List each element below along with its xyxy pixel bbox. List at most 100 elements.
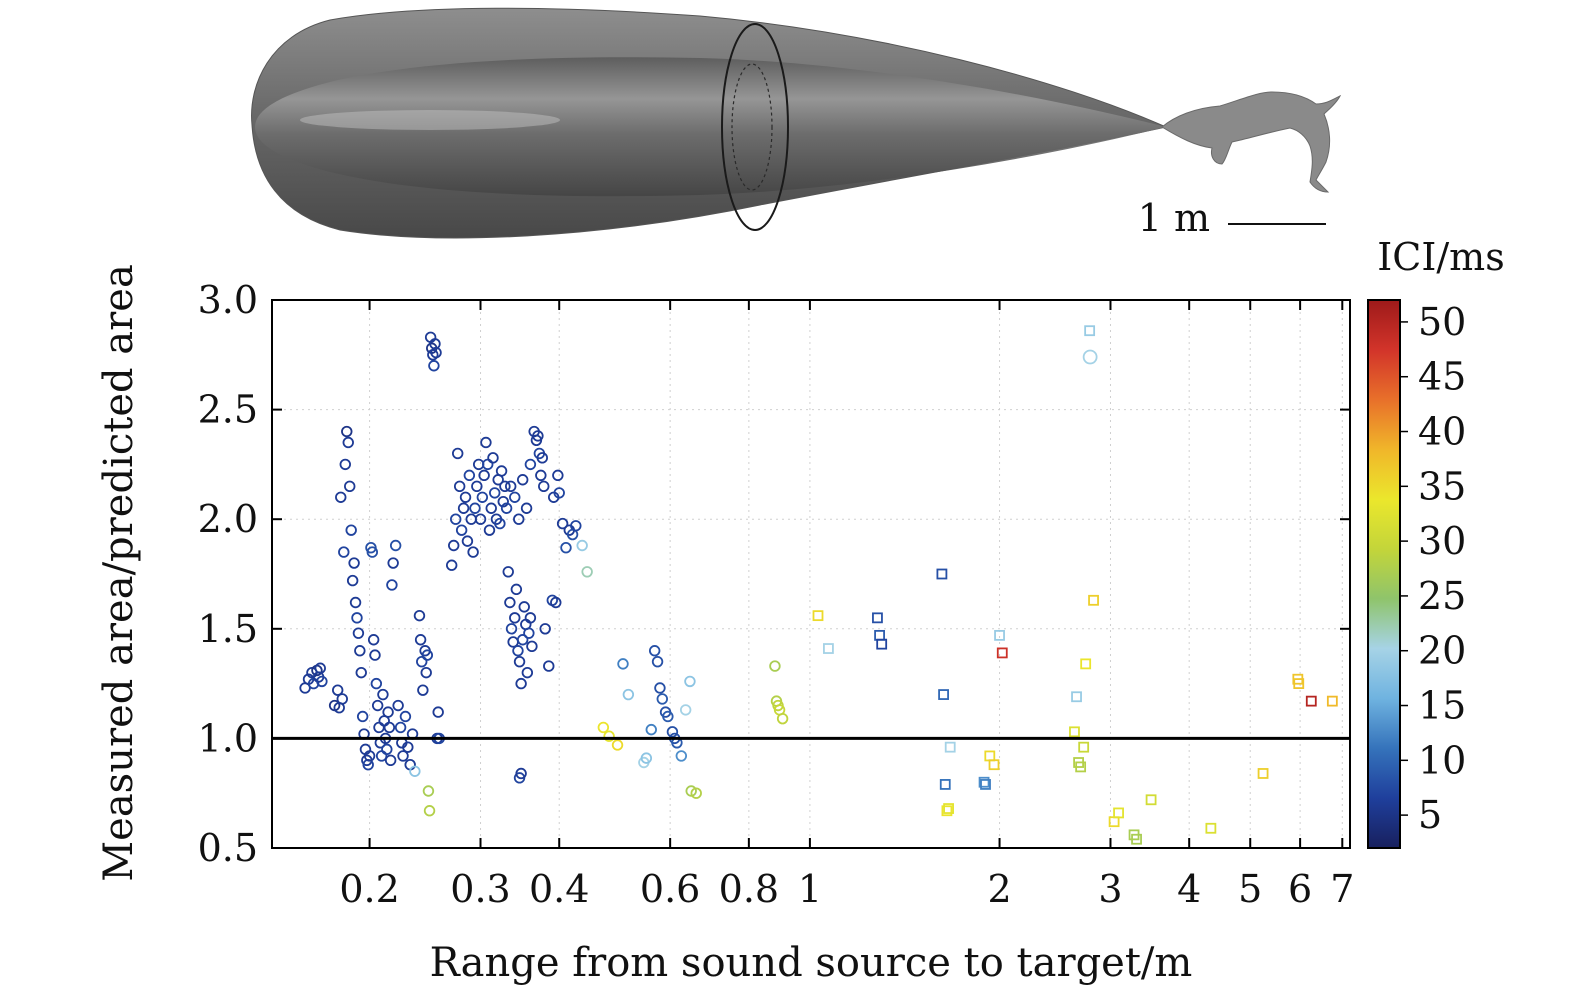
data-point-circle	[423, 805, 436, 817]
colorbar-ticks: 5 10 15 20 25 30 35 40 45 50	[1400, 300, 1466, 837]
data-point-square	[1293, 678, 1305, 689]
data-point-square	[1113, 807, 1124, 819]
data-point-circle	[535, 469, 547, 482]
data-point-circle	[430, 346, 442, 359]
beam-cross-section-ring	[721, 23, 789, 231]
x-tick-label: 1	[798, 867, 822, 911]
x-axis-label: Range from sound source to target/m	[430, 940, 1193, 986]
data-point-circle	[679, 704, 692, 716]
colorbar-tick-label: 10	[1418, 738, 1466, 782]
data-point-circle	[515, 767, 527, 780]
data-point-circle	[402, 741, 414, 753]
data-point-circle	[617, 658, 629, 670]
data-point-circle	[487, 452, 499, 464]
data-point-circle	[381, 743, 393, 756]
colorbar: ICI/ms 5 10 15 20 25 30 35 40 45 50	[1367, 235, 1505, 849]
data-point-circle	[352, 627, 365, 639]
plot-area: 0.2 0.3 0.4 0.6 0.8 1 2 3 4 5 6 7 0.5 1.0 1.5 2.0 2.5 3.…	[198, 278, 1355, 911]
data-point-circle	[332, 684, 344, 696]
data-point-square	[1078, 741, 1090, 753]
data-point-circle	[356, 710, 369, 723]
data-point-circle	[516, 474, 529, 486]
data-point-circle	[640, 752, 653, 764]
data-point-circle	[345, 524, 357, 536]
data-point-circle	[414, 634, 427, 646]
data-point-circle	[366, 546, 379, 558]
data-point-circle	[455, 524, 468, 536]
data-point-circle	[622, 688, 635, 701]
x-tick-label: 2	[987, 867, 1011, 911]
y-tick-label: 3.0	[198, 278, 258, 322]
data-point-square	[1305, 695, 1317, 707]
plot-border	[271, 299, 1351, 849]
data-point-circle	[520, 502, 533, 514]
data-point-circle	[469, 502, 481, 514]
x-tick-label: 5	[1238, 867, 1262, 911]
data-point-circle	[509, 491, 521, 503]
data-point-circle	[348, 557, 360, 569]
data-point-circle	[504, 596, 516, 609]
data-point-square	[980, 779, 991, 790]
data-point-circle	[570, 520, 582, 532]
data-point-circle	[445, 559, 458, 571]
data-point-square	[944, 741, 956, 753]
data-point-square	[1131, 833, 1142, 845]
data-point-circle	[560, 541, 572, 554]
data-point-circle	[428, 360, 440, 372]
data-point-circle	[413, 609, 426, 622]
data-point-circle	[478, 469, 490, 482]
data-point-square	[943, 803, 954, 814]
data-point-circle	[654, 682, 666, 694]
data-point-circle	[494, 517, 506, 530]
data-point-square	[872, 612, 883, 624]
colorbar-tick-label: 35	[1418, 464, 1466, 508]
data-point-circle	[384, 754, 397, 767]
beam-highlight	[300, 110, 560, 130]
x-tick-label: 0.3	[450, 867, 510, 911]
data-point-square	[936, 568, 948, 580]
y-tick-label: 0.5	[198, 826, 258, 870]
y-axis-ticks: 0.5 1.0 1.5 2.0 2.5 3.0	[198, 278, 1350, 870]
data-point-circle	[377, 688, 389, 701]
data-point-circle	[421, 649, 434, 661]
data-point-circle	[524, 458, 537, 471]
data-point-circle	[342, 436, 354, 449]
data-point-circle	[497, 495, 509, 508]
data-point-circle	[476, 491, 489, 503]
data-point-circle	[524, 612, 537, 624]
data-point-circle	[581, 566, 593, 578]
data-point-circle	[523, 627, 535, 639]
data-point-circle	[420, 666, 432, 679]
data-point-circle	[651, 655, 664, 668]
data-point-circle	[690, 787, 702, 799]
data-point-circle	[512, 645, 524, 657]
data-point-circle	[502, 566, 514, 578]
data-point-square	[1075, 761, 1087, 773]
data-point-circle	[369, 649, 381, 661]
data-point-circle	[539, 623, 551, 635]
data-point-circle	[675, 750, 688, 762]
data-point-circle	[509, 612, 521, 624]
data-point-circle	[471, 480, 483, 493]
data-point-circle	[556, 517, 569, 530]
data-point-square	[1326, 695, 1338, 707]
y-tick-label: 2.0	[198, 497, 258, 541]
data-point-circle	[495, 465, 508, 477]
data-point-circle	[543, 660, 555, 672]
data-point-circle	[550, 596, 562, 609]
data-point-square	[823, 643, 834, 654]
data-point-square	[1080, 658, 1092, 670]
data-point-square	[939, 779, 951, 790]
data-point-circle	[335, 491, 347, 503]
data-point-circle	[603, 730, 615, 742]
data-point-square	[1069, 726, 1080, 738]
data-point-square	[1088, 594, 1099, 606]
data-points	[299, 325, 1338, 845]
x-tick-label: 3	[1098, 867, 1122, 911]
data-point-circle	[463, 469, 476, 482]
x-tick-label: 0.4	[529, 867, 589, 911]
data-point-square	[938, 689, 949, 700]
data-point-circle	[459, 491, 472, 503]
data-point-circle	[536, 452, 548, 464]
